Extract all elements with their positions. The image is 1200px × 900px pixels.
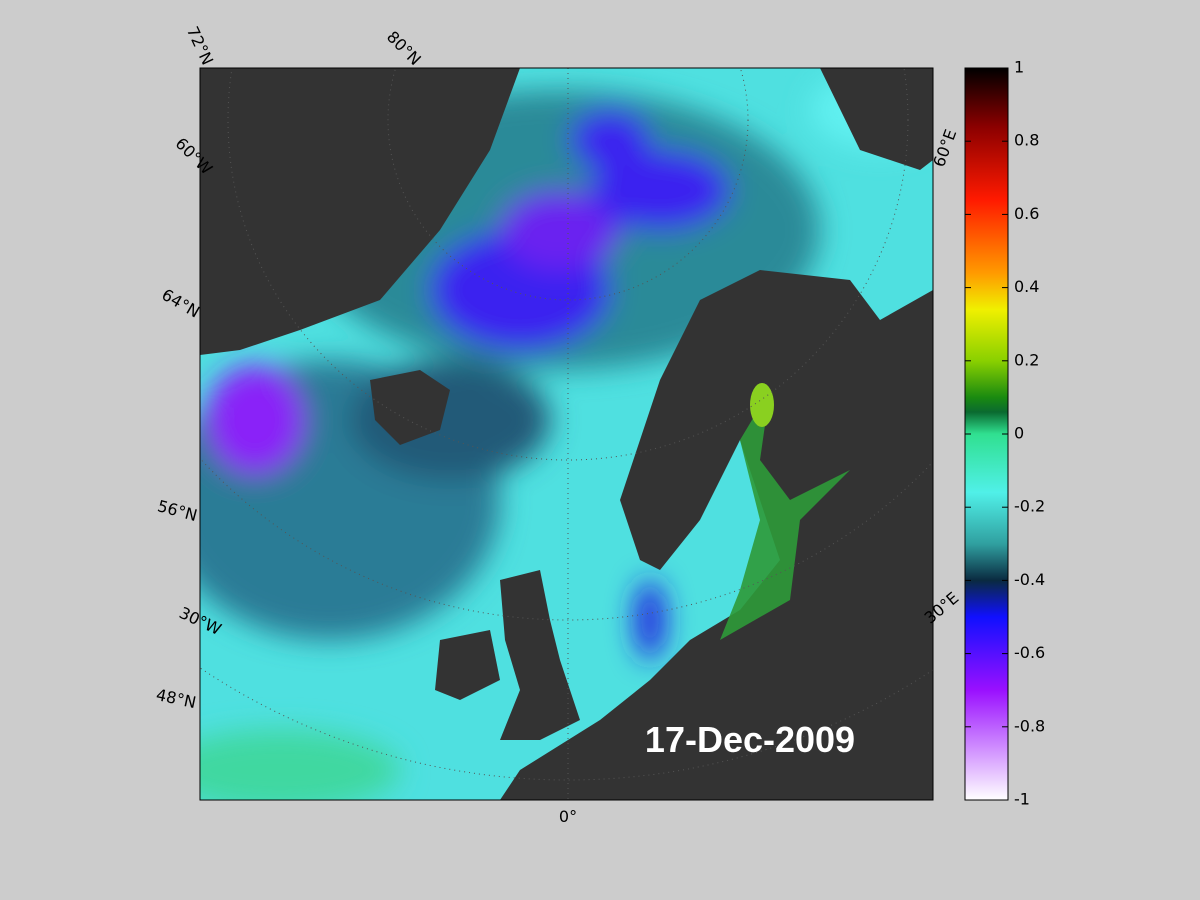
baltic: [720, 390, 850, 640]
colorbar-tick-label: -0.8: [1014, 716, 1045, 735]
colorbar-tick-label: -1: [1014, 790, 1030, 809]
lat-label: 72°N: [183, 23, 217, 68]
colorbar-tick-label: 0.4: [1014, 277, 1039, 296]
lat-label: 64°N: [159, 285, 203, 322]
map-frame: [199, 67, 934, 801]
colorbar-tick-label: -0.2: [1014, 497, 1045, 516]
map: [200, 68, 933, 800]
date-label: 17-Dec-2009: [645, 719, 855, 760]
lat-label: 56°N: [155, 496, 199, 525]
colorbar-tick-label: 0: [1014, 424, 1024, 443]
graticule: [200, 68, 933, 800]
colorbar-tick-label: -0.6: [1014, 643, 1045, 662]
lon-label: 0°: [559, 807, 577, 826]
colorbar-tick-label: 0.2: [1014, 350, 1039, 369]
colorbar-tick-label: 1: [1014, 58, 1024, 77]
bothnian-bay: [750, 383, 774, 427]
colorbar: [964, 67, 1009, 801]
lon-label: 60°E: [929, 127, 960, 170]
land: [200, 68, 933, 800]
lat-label: 80°N: [383, 27, 425, 69]
lat-label: 48°N: [154, 685, 197, 712]
colorbar-tick-label: -0.4: [1014, 570, 1045, 589]
colorbar-tick-label: 0.8: [1014, 131, 1039, 150]
colorbar-tick-label: 0.6: [1014, 204, 1039, 223]
